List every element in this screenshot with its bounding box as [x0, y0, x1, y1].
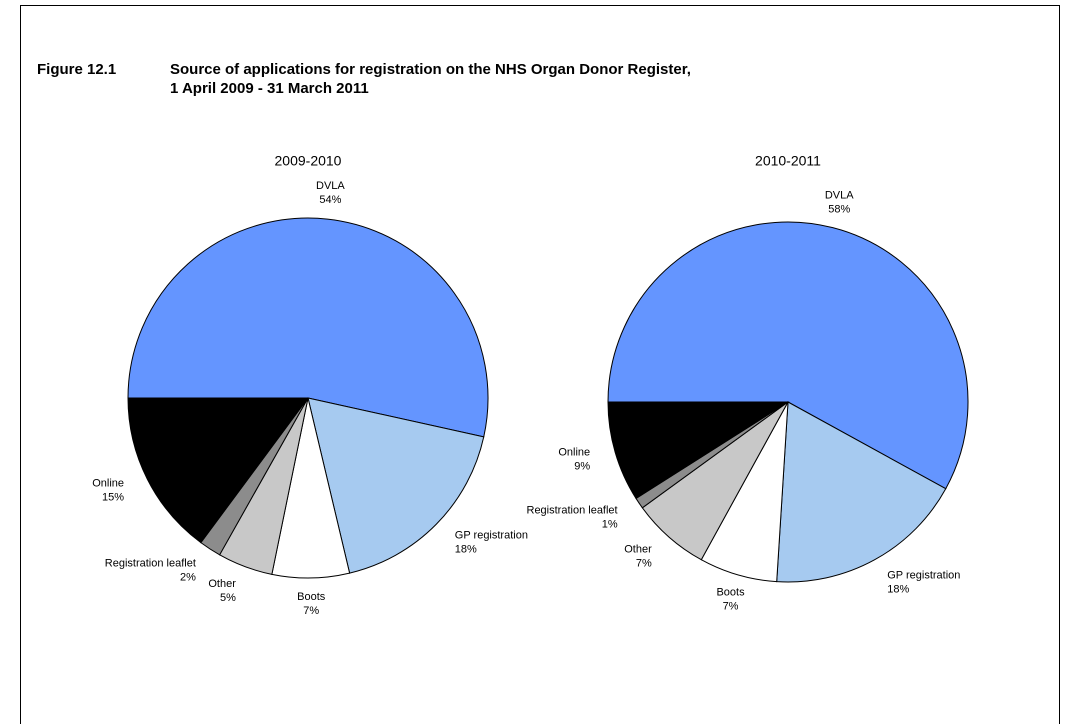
slice-label: GP registration [455, 529, 528, 541]
slice-label: Boots [716, 587, 745, 599]
pie-slice [127, 217, 489, 438]
slice-value-label: 9% [574, 460, 590, 472]
slice-value-label: 7% [303, 605, 319, 617]
slice-label: Registration leaflet [105, 558, 196, 570]
slice-label: Online [558, 446, 590, 458]
pie-slice [127, 397, 309, 544]
slice-value-label: 18% [887, 583, 909, 595]
figure-title: 1 April 2009 - 31 March 2011 [170, 80, 369, 97]
slice-label: Registration leaflet [527, 505, 618, 517]
slice-value-label: 7% [723, 601, 739, 613]
slice-value-label: 58% [828, 203, 850, 215]
slice-label: DVLA [316, 180, 345, 192]
slice-value-label: 5% [220, 592, 236, 604]
pie-slice [776, 401, 947, 583]
pie-slice [607, 221, 969, 490]
slice-label: Other [208, 578, 236, 590]
pie-slice [607, 401, 790, 500]
slice-label: DVLA [825, 189, 854, 201]
pie-slice [307, 397, 485, 574]
figure-title: Source of applications for registration … [170, 61, 691, 78]
slice-value-label: 1% [602, 519, 618, 531]
slice-value-label: 18% [455, 543, 477, 555]
slice-label: Other [624, 543, 652, 555]
pie-title: 2009-2010 [275, 153, 342, 169]
slice-value-label: 15% [102, 492, 124, 504]
figure-label: Figure 12.1 [37, 61, 116, 78]
slice-value-label: 2% [180, 572, 196, 584]
slice-label: GP registration [887, 569, 960, 581]
slice-label: Online [92, 478, 124, 490]
slice-label: Boots [297, 591, 326, 603]
pie-title: 2010-2011 [755, 153, 821, 169]
slice-value-label: 54% [319, 194, 341, 206]
slice-value-label: 7% [636, 557, 652, 569]
